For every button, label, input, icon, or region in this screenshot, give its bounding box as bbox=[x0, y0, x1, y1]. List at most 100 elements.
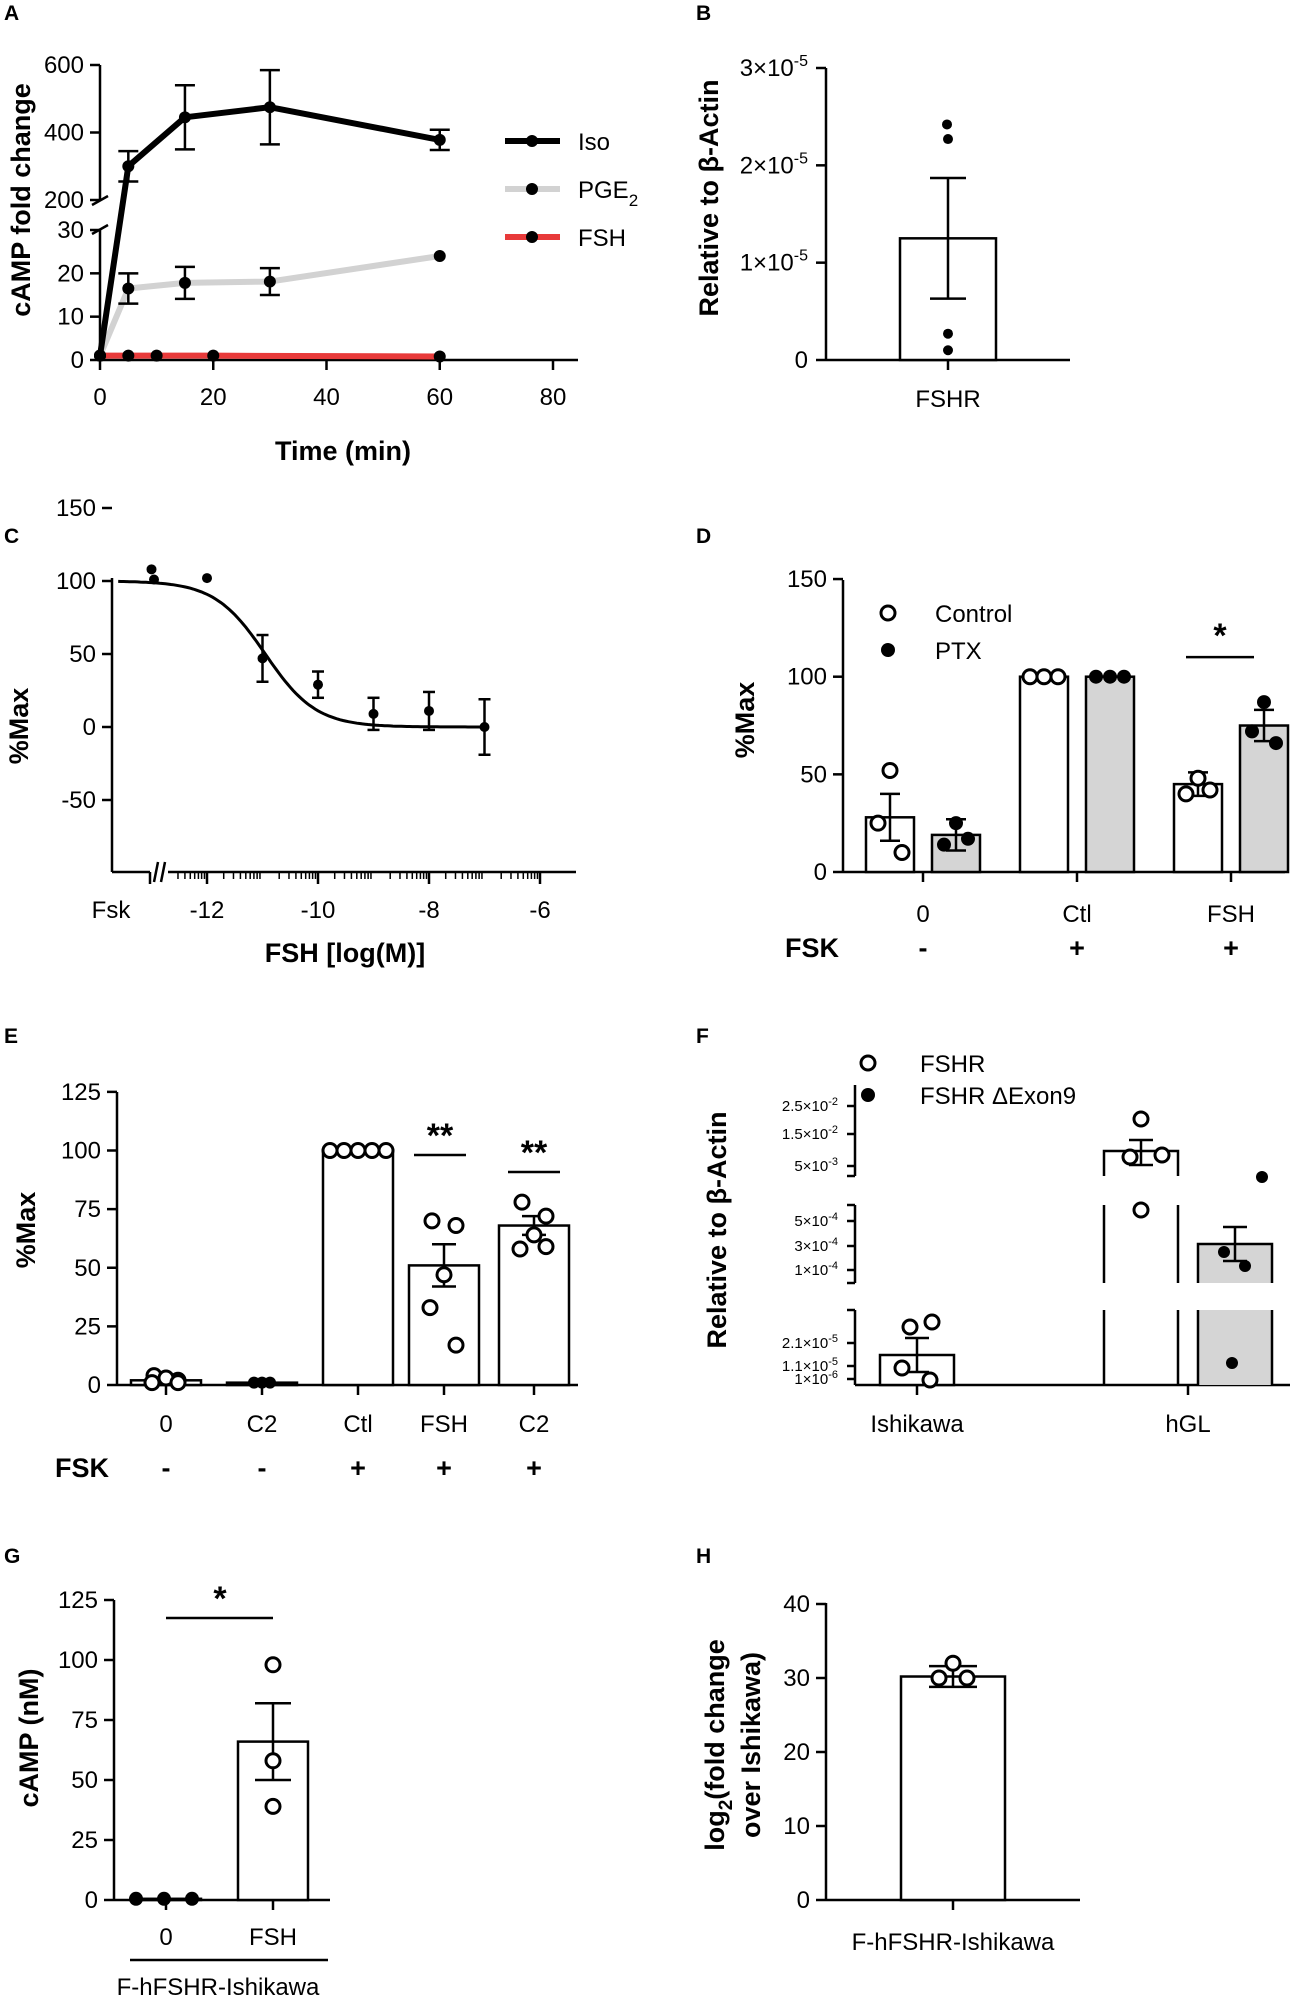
point-control bbox=[1189, 769, 1207, 787]
panel-c-x-tick-label: -6 bbox=[529, 897, 550, 924]
legend-label-iso: Iso bbox=[578, 129, 610, 156]
panel-h-y-ticks: 0 10 20 30 40 bbox=[783, 1591, 826, 1914]
panel-c-y-tick-label: -50 bbox=[61, 787, 96, 814]
panel-a-x-label: Time (min) bbox=[275, 436, 411, 466]
point-ptx bbox=[949, 816, 963, 831]
panel-g-plot: 0 FSH * bbox=[129, 1580, 310, 1951]
point-control bbox=[1035, 668, 1053, 686]
panel-f: F Relative to β-Actin 1×10-61.1×10-5 2.1×… bbox=[696, 1025, 1290, 1438]
point-fshr bbox=[942, 119, 952, 130]
panel-e-fsk-sign: - bbox=[162, 1453, 171, 1483]
bar-ptx bbox=[1084, 675, 1136, 874]
panel-b-y-tick-label: 2×10-5 bbox=[740, 150, 808, 179]
point-ptx bbox=[1089, 669, 1103, 684]
panel-d-plot: 0 - Ctl + FSH + * bbox=[864, 617, 1290, 963]
panel-e-y-tick-label: 0 bbox=[88, 1372, 101, 1399]
data-point bbox=[930, 1669, 948, 1687]
panel-c-plot bbox=[118, 564, 491, 756]
data-point bbox=[537, 1207, 555, 1225]
panel-c-break-1 bbox=[152, 861, 160, 883]
panel-e-category-label: FSH bbox=[420, 1411, 468, 1438]
panel-e-fsk-sign: + bbox=[350, 1453, 366, 1483]
point-hgl-dexon9 bbox=[1226, 1357, 1238, 1369]
panel-label-g: G bbox=[4, 1545, 20, 1568]
panel-h-y-tick-label: 40 bbox=[783, 1591, 810, 1618]
panel-g-y-tick-label: 0 bbox=[85, 1887, 98, 1914]
panel-a-y-tick-label: 0 bbox=[71, 347, 84, 374]
panel-a-x-tick-label: 60 bbox=[426, 384, 453, 411]
point-pge2 bbox=[178, 276, 191, 289]
panel-e-y-tick-label: 100 bbox=[61, 1138, 101, 1165]
panel-g-y-tick-label: 50 bbox=[71, 1767, 98, 1794]
panel-e-fsk-label: FSK bbox=[55, 1453, 110, 1483]
significance-stars: ** bbox=[427, 1117, 454, 1155]
point-fsh bbox=[207, 349, 220, 362]
panel-a-x-tick-label: 80 bbox=[540, 384, 567, 411]
panel-d-category-label: Ctl bbox=[1062, 901, 1091, 928]
legend-label-fsh: FSH bbox=[578, 225, 626, 252]
panel-e-category-label: C2 bbox=[247, 1411, 278, 1438]
panel-f-y-tick-label: 1×10-6 bbox=[794, 1369, 838, 1388]
panel-h-y-tick-label: 10 bbox=[783, 1813, 810, 1840]
data-point bbox=[377, 1142, 395, 1159]
panel-a-x-tick-label: 20 bbox=[200, 384, 227, 411]
panel-c-y-tick-label: 50 bbox=[69, 641, 96, 668]
panel-e-y-tick-label: 75 bbox=[74, 1196, 101, 1223]
legend-marker-fsh bbox=[526, 231, 538, 243]
point-ptx bbox=[937, 837, 951, 852]
panel-b-y-tick-label: 0 bbox=[795, 347, 808, 374]
panel-d-y-ticks: 0 50 100 150 bbox=[787, 566, 843, 886]
data-point bbox=[421, 1299, 439, 1317]
point-iso bbox=[178, 111, 191, 124]
panel-e-y-ticks: 0 25 50 75 100 125 bbox=[61, 1079, 117, 1399]
panel-b-plot bbox=[898, 119, 998, 362]
panel-b-y-tick-label: 3×10-5 bbox=[740, 53, 808, 82]
data-point bbox=[264, 1797, 282, 1815]
panel-e-plot: 0 - C2 - Ctl + FSH + C2 + ** ** bbox=[129, 1117, 571, 1483]
panel-f-y-tick-label: 1×10-4 bbox=[794, 1260, 838, 1279]
fit-curve bbox=[118, 579, 482, 729]
data-point bbox=[264, 1656, 282, 1674]
data-point bbox=[149, 574, 159, 585]
point-control bbox=[1049, 668, 1067, 686]
point-fshr bbox=[943, 345, 953, 356]
point-ishikawa-fshr bbox=[921, 1371, 939, 1389]
point-control bbox=[1177, 785, 1195, 803]
point-fsh bbox=[122, 349, 135, 362]
panel-d-y-tick-label: 50 bbox=[800, 761, 827, 788]
data-point bbox=[257, 653, 268, 664]
point-iso bbox=[433, 133, 446, 146]
panel-g-category-label: FSH bbox=[249, 1924, 297, 1951]
panel-label-b: B bbox=[696, 2, 711, 25]
point-control bbox=[893, 843, 911, 861]
panel-g-y-tick-label: 125 bbox=[58, 1587, 98, 1614]
panel-label-h: H bbox=[696, 1545, 711, 1568]
panel-e-y-tick-label: 125 bbox=[61, 1079, 101, 1106]
data-point bbox=[349, 1142, 367, 1159]
panel-a-y-label: cAMP fold change bbox=[6, 83, 36, 317]
panel-d-fsk-sign: + bbox=[1069, 933, 1085, 963]
point-ptx bbox=[1257, 695, 1271, 710]
legend-marker-pge2 bbox=[526, 183, 538, 195]
data-point bbox=[423, 1212, 441, 1230]
bar bbox=[321, 1149, 395, 1387]
panel-e-category-label: Ctl bbox=[343, 1411, 372, 1438]
point-fshr bbox=[943, 134, 953, 145]
data-point bbox=[447, 1217, 465, 1235]
data-point bbox=[479, 722, 490, 732]
data-point bbox=[368, 708, 379, 719]
panel-a-y-ticks: 0 10 20 30 200 400 600 bbox=[44, 52, 100, 374]
data-point bbox=[157, 1891, 171, 1906]
panel-a-y-tick-label: 600 bbox=[44, 52, 84, 79]
point-fsh bbox=[150, 349, 163, 362]
panel-a-x-tick-label: 40 bbox=[313, 384, 340, 411]
panel-f-category-ishikawa: Ishikawa bbox=[870, 1411, 964, 1438]
panel-d-category-label: 0 bbox=[916, 901, 929, 928]
significance-star: * bbox=[213, 1580, 227, 1618]
panel-a-y-tick-label: 20 bbox=[57, 260, 84, 287]
panel-c-x-label: FSH [log(M)] bbox=[265, 938, 425, 968]
data-point bbox=[447, 1336, 465, 1354]
panel-e-y-tick-label: 50 bbox=[74, 1255, 101, 1282]
panel-a-legend: Iso PGE2 FSH bbox=[505, 129, 638, 252]
